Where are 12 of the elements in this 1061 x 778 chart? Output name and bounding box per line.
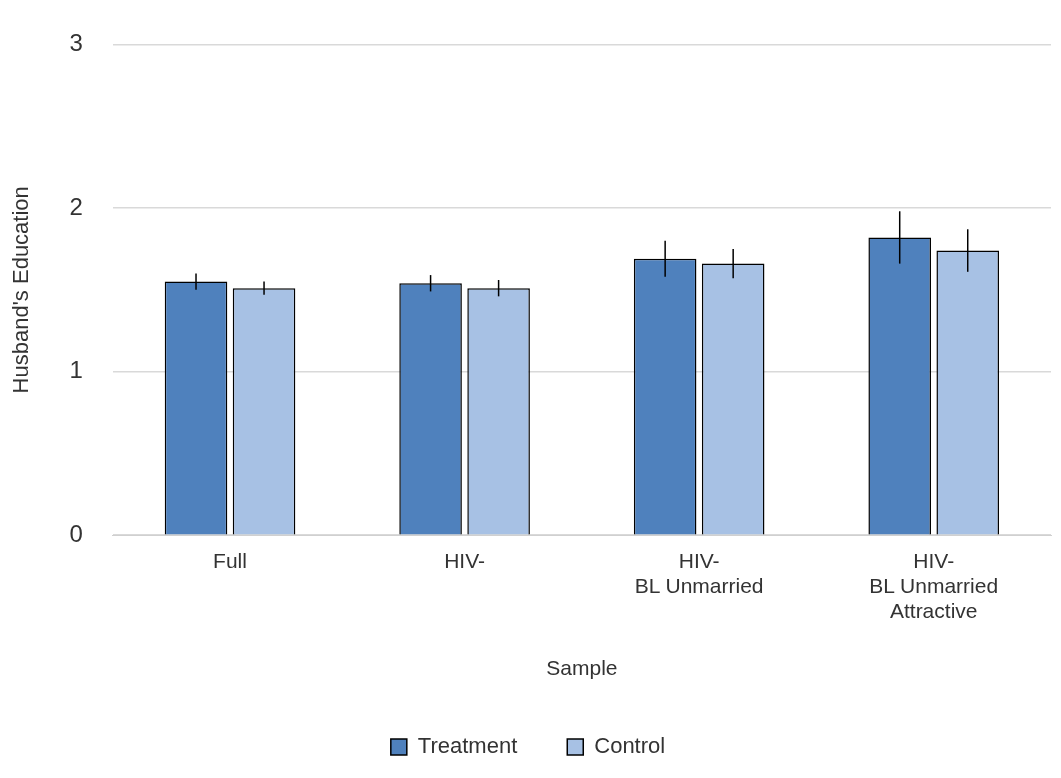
legend-label: Treatment — [417, 733, 518, 759]
y-tick-label: 2 — [69, 192, 83, 220]
x-axis-title: Sample — [546, 656, 618, 680]
x-tick-label: HIV- BL Unmarried — [634, 548, 764, 597]
x-tick-label: HIV- BL Unmarried Attractive — [869, 548, 999, 622]
y-tick-label: 3 — [69, 29, 83, 57]
legend-label: Control — [594, 733, 666, 759]
x-tick-label: Full — [213, 548, 247, 572]
y-axis-title: Husband's Education — [8, 186, 34, 394]
y-tick-label: 1 — [69, 356, 83, 384]
y-tick-label: 0 — [69, 519, 83, 547]
x-tick-label: HIV- — [444, 548, 486, 572]
